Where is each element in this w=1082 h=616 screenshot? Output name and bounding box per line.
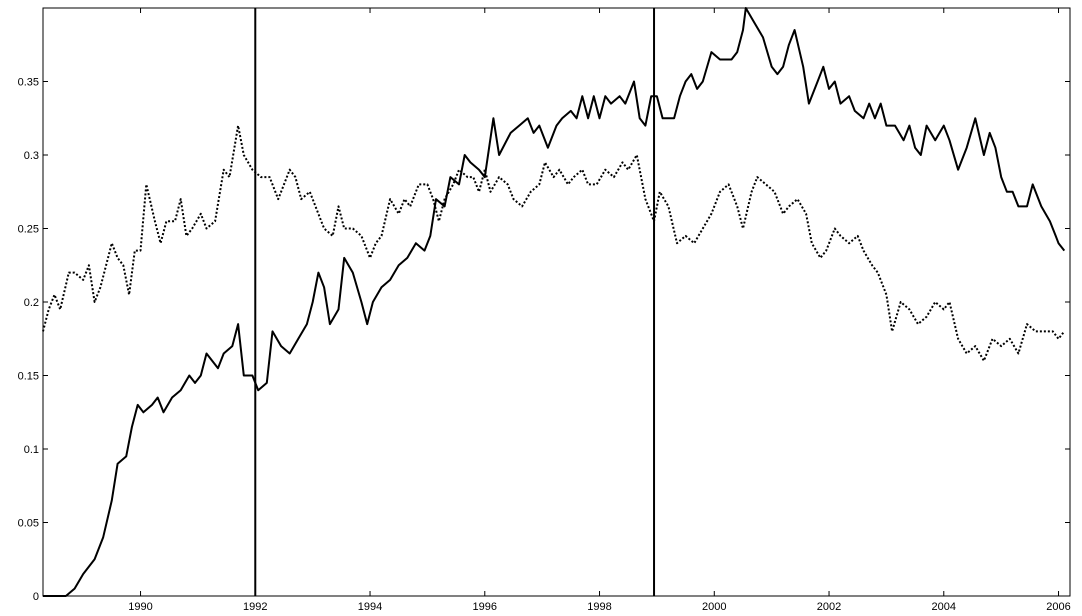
x-tick-label: 2004	[932, 601, 956, 613]
x-tick-label: 2006	[1046, 601, 1070, 613]
chart-marks	[42, 7, 1066, 597]
y-tick-label: 0.3	[24, 150, 39, 162]
y-tick-label: 0.25	[18, 224, 39, 236]
x-tick-label: 1992	[243, 601, 267, 613]
x-tick-label: 1990	[128, 601, 152, 613]
series-line-dotted	[42, 124, 1066, 362]
y-tick-label: 0.35	[18, 77, 39, 89]
y-tick-label: 0.05	[18, 518, 39, 530]
y-tick-label: 0.1	[24, 444, 39, 456]
y-tick-label: 0.15	[18, 371, 39, 383]
chart-axes: 1990 1992 1994 1996 1998 2000 2002 2004 2006 0 0.0…	[18, 8, 1071, 613]
x-tick-label: 1998	[587, 601, 611, 613]
y-tick-label: 0.2	[24, 297, 39, 309]
x-tick-label: 2000	[702, 601, 726, 613]
plot-frame	[42, 7, 1071, 597]
x-tick-label: 1994	[358, 601, 382, 613]
x-tick-label: 2002	[817, 601, 841, 613]
x-tick-label: 1996	[473, 601, 497, 613]
series-line-solid	[43, 7, 1066, 597]
y-tick-label: 0	[33, 591, 39, 603]
